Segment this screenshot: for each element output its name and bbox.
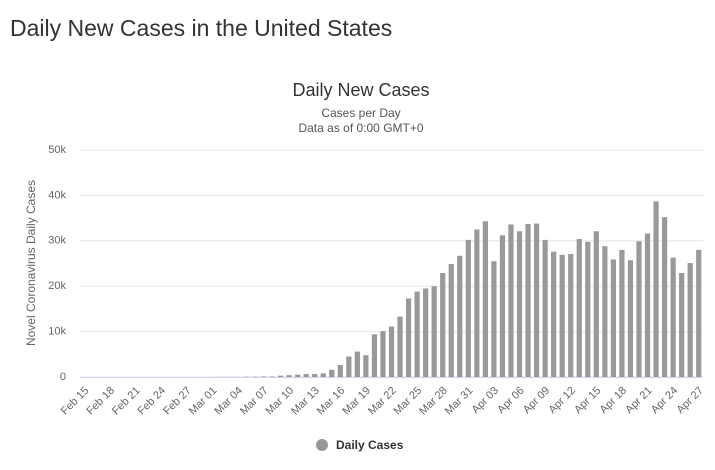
chart-subtitle: Cases per Day [321,106,400,120]
bar [499,235,506,377]
bar [619,249,625,377]
y-tick-label: 10k [48,326,66,338]
bar [508,224,514,377]
x-tick-label: Apr 12 [546,385,577,416]
bar [551,251,557,377]
bar [610,259,616,377]
y-tick-label: 50k [48,144,66,156]
bar [602,246,608,377]
bar [414,291,420,377]
bar [644,233,651,377]
x-tick-label: Apr 15 [572,385,603,416]
x-tick-label: Apr 21 [623,385,654,416]
bar [312,374,318,377]
bar [593,231,599,377]
bar [405,298,412,377]
y-tick-label: 40k [48,189,66,201]
bar [516,231,523,377]
bar [303,374,309,377]
chart-title: Daily New Cases [292,80,429,100]
bar [431,286,437,377]
page-title: Daily New Cases in the United States [10,15,392,41]
legend-marker [316,439,328,451]
bar [423,288,429,377]
bar [696,249,702,377]
bar [337,364,343,377]
bar [440,273,446,377]
bar [568,253,574,377]
legend-label: Daily Cases [336,438,404,452]
bar [363,355,369,377]
y-axis-label: Novel Coronavirus Daily Cases [24,180,38,346]
bar [371,334,378,377]
x-tick-label: Apr 24 [649,385,680,416]
y-tick-label: 30k [48,235,66,247]
bar [542,239,548,377]
bar [260,376,267,377]
bar [576,238,582,377]
x-tick-label: Apr 27 [674,385,705,416]
bar [295,374,301,377]
bar [269,376,275,377]
x-tick-label: Apr 06 [495,385,526,416]
bar [653,201,659,377]
bar [465,239,471,377]
bar [585,241,591,377]
x-tick-label: Apr 18 [598,385,629,416]
bar [559,254,565,377]
bar [388,326,395,377]
x-tick-label: Mar 31 [443,385,476,418]
bar [354,351,360,377]
bar [320,373,326,377]
bar [636,241,642,377]
bar [474,229,480,377]
x-tick-label: Apr 03 [470,385,501,416]
bar [525,224,531,377]
bar [397,316,403,377]
x-tick-label: Apr 09 [521,385,552,416]
bar [346,356,352,377]
bar [457,255,463,377]
bar [380,331,386,377]
bar [286,375,292,377]
y-tick-label: 0 [60,371,66,383]
bar [491,261,497,377]
bar [661,217,668,377]
bar [687,263,693,377]
bar [627,260,634,377]
bar [679,273,685,377]
chart-note: Data as of 0:00 GMT+0 [298,121,423,135]
bar [329,369,335,377]
bar [277,375,284,377]
bar [448,263,454,377]
bar [670,257,676,377]
y-tick-label: 20k [48,280,66,292]
bar [482,221,488,377]
bar [533,223,540,377]
